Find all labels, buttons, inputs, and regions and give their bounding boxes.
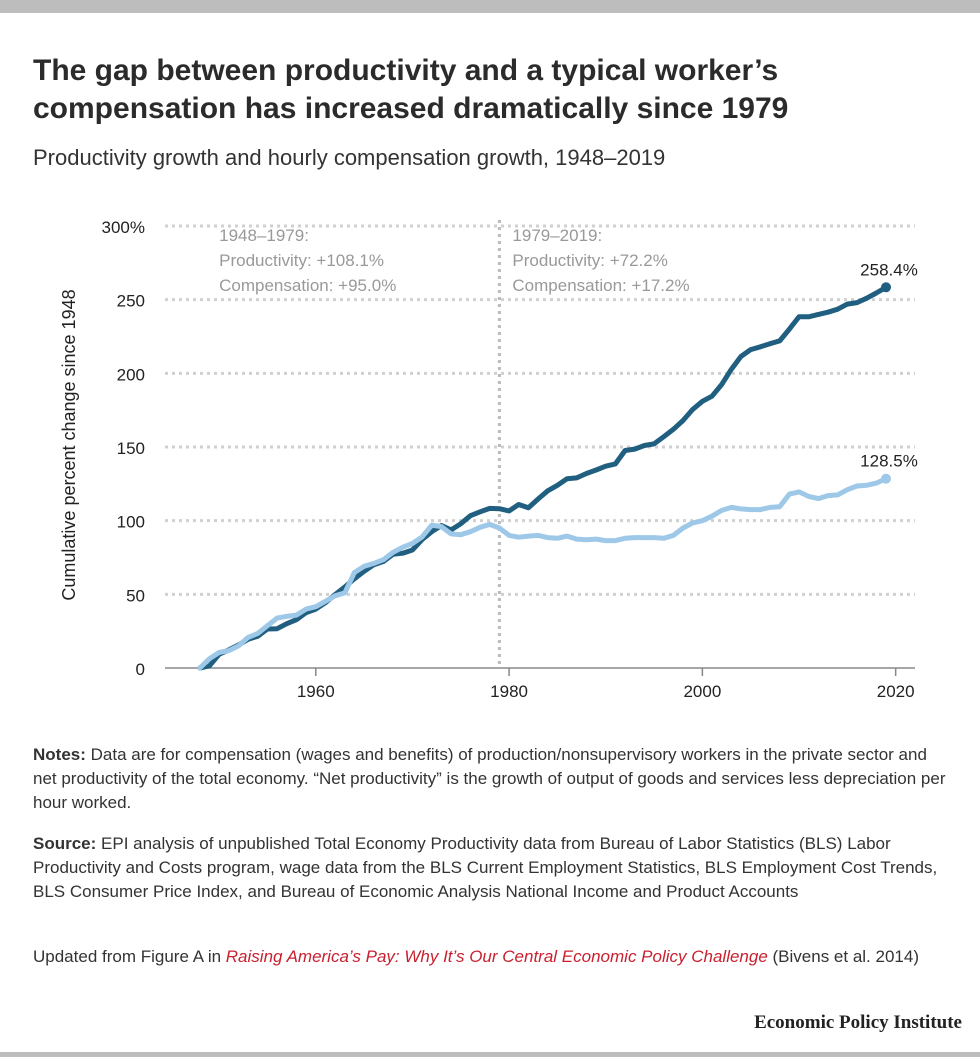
top-border	[0, 0, 980, 13]
annotation-left: Productivity: +108.1%	[219, 251, 384, 270]
y-axis-label: Cumulative percent change since 1948	[59, 289, 79, 600]
updated-prefix: Updated from Figure A in	[33, 947, 226, 966]
y-tick-label: 300%	[102, 218, 145, 237]
y-tick-label: 100	[117, 513, 145, 532]
source-text: EPI analysis of unpublished Total Econom…	[33, 834, 938, 901]
chart-subtitle: Productivity growth and hourly compensat…	[33, 145, 666, 170]
annotation-right: 1979–2019:	[512, 226, 602, 245]
end-point-productivity	[881, 282, 892, 293]
series-line-compensation	[197, 476, 889, 671]
updated-paragraph: Updated from Figure A in Raising America…	[33, 945, 953, 969]
series-line-productivity	[197, 284, 889, 671]
source-paragraph: Source: EPI analysis of unpublished Tota…	[33, 832, 953, 904]
y-tick-label: 200	[117, 365, 145, 384]
notes-label: Notes:	[33, 745, 86, 764]
chart-title: The gap between productivity and a typic…	[33, 54, 789, 125]
notes-paragraph: Notes: Data are for compensation (wages …	[33, 743, 953, 815]
bottom-border	[0, 1052, 980, 1057]
report-link[interactable]: Raising America’s Pay: Why It’s Our Cent…	[225, 947, 768, 966]
annotation-left: Compensation: +95.0%	[219, 276, 396, 295]
end-label-productivity: 258.4%	[860, 260, 918, 279]
end-point-compensation	[881, 473, 892, 484]
x-tick-label: 1980	[490, 682, 528, 701]
x-tick-label: 2000	[683, 682, 721, 701]
y-tick-label: 0	[136, 660, 145, 679]
annotation-right: Compensation: +17.2%	[512, 276, 689, 295]
annotation-left: 1948–1979:	[219, 226, 309, 245]
x-tick-label: 1960	[297, 682, 335, 701]
org-logo: Economic Policy Institute	[754, 1012, 962, 1033]
x-tick-label: 2020	[877, 682, 915, 701]
source-label: Source:	[33, 834, 97, 853]
notes-text: Data are for compensation (wages and ben…	[33, 745, 946, 812]
updated-suffix: (Bivens et al. 2014)	[767, 947, 919, 966]
annotation-right: Productivity: +72.2%	[512, 251, 667, 270]
y-tick-label: 50	[126, 586, 145, 605]
y-tick-label: 250	[117, 292, 145, 311]
end-label-compensation: 128.5%	[860, 452, 918, 471]
line-chart: 0 50 100 150 200 250 300% Cumulative percent ch…	[59, 218, 918, 701]
y-tick-label: 150	[117, 439, 145, 458]
